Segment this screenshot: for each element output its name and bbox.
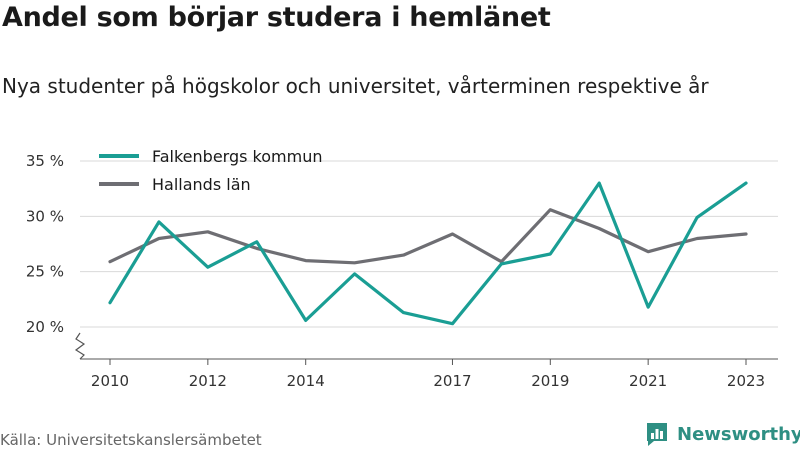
newsworthy-logo-icon [647, 423, 667, 446]
grid-lines [80, 160, 778, 328]
x-tick-label: 2023 [727, 372, 765, 390]
legend-label: Hallands län [152, 175, 251, 194]
series-lines [108, 181, 748, 326]
brand-name: Newsworthy [677, 423, 800, 445]
chart-title: Andel som börjar studera i hemlänet [2, 2, 551, 33]
brand-logo: Newsworthy [645, 421, 800, 447]
legend-label: Falkenbergs kommun [152, 147, 322, 166]
y-tick-label: 35 % [26, 152, 64, 170]
y-tick-label: 25 % [26, 263, 64, 281]
x-tick-label: 2017 [433, 372, 471, 390]
x-tick-label: 2019 [531, 372, 569, 390]
x-axis-ticks: 2010 2012 2014 2017 2019 2021 2023 [91, 359, 765, 390]
source-note: Källa: Universitetskanslersämbetet [0, 431, 262, 449]
line-chart: 20 % 25 % 30 % 35 % 2010 2012 2014 2017 2019 202… [26, 147, 778, 390]
y-tick-label: 30 % [26, 207, 64, 225]
x-tick-label: 2012 [189, 372, 227, 390]
chart-subtitle: Nya studenter på högskolor och universit… [2, 74, 709, 98]
legend: Falkenbergs kommun Hallands län [99, 147, 322, 194]
x-tick-label: 2010 [91, 372, 129, 390]
series-line-halland [108, 208, 748, 265]
series-line-falkenberg [108, 181, 748, 326]
x-tick-label: 2014 [287, 372, 325, 390]
y-tick-label: 20 % [26, 318, 64, 336]
x-tick-label: 2021 [629, 372, 667, 390]
y-axis-ticks: 20 % 25 % 30 % 35 % [26, 152, 86, 360]
axis-break-mark [74, 332, 86, 360]
